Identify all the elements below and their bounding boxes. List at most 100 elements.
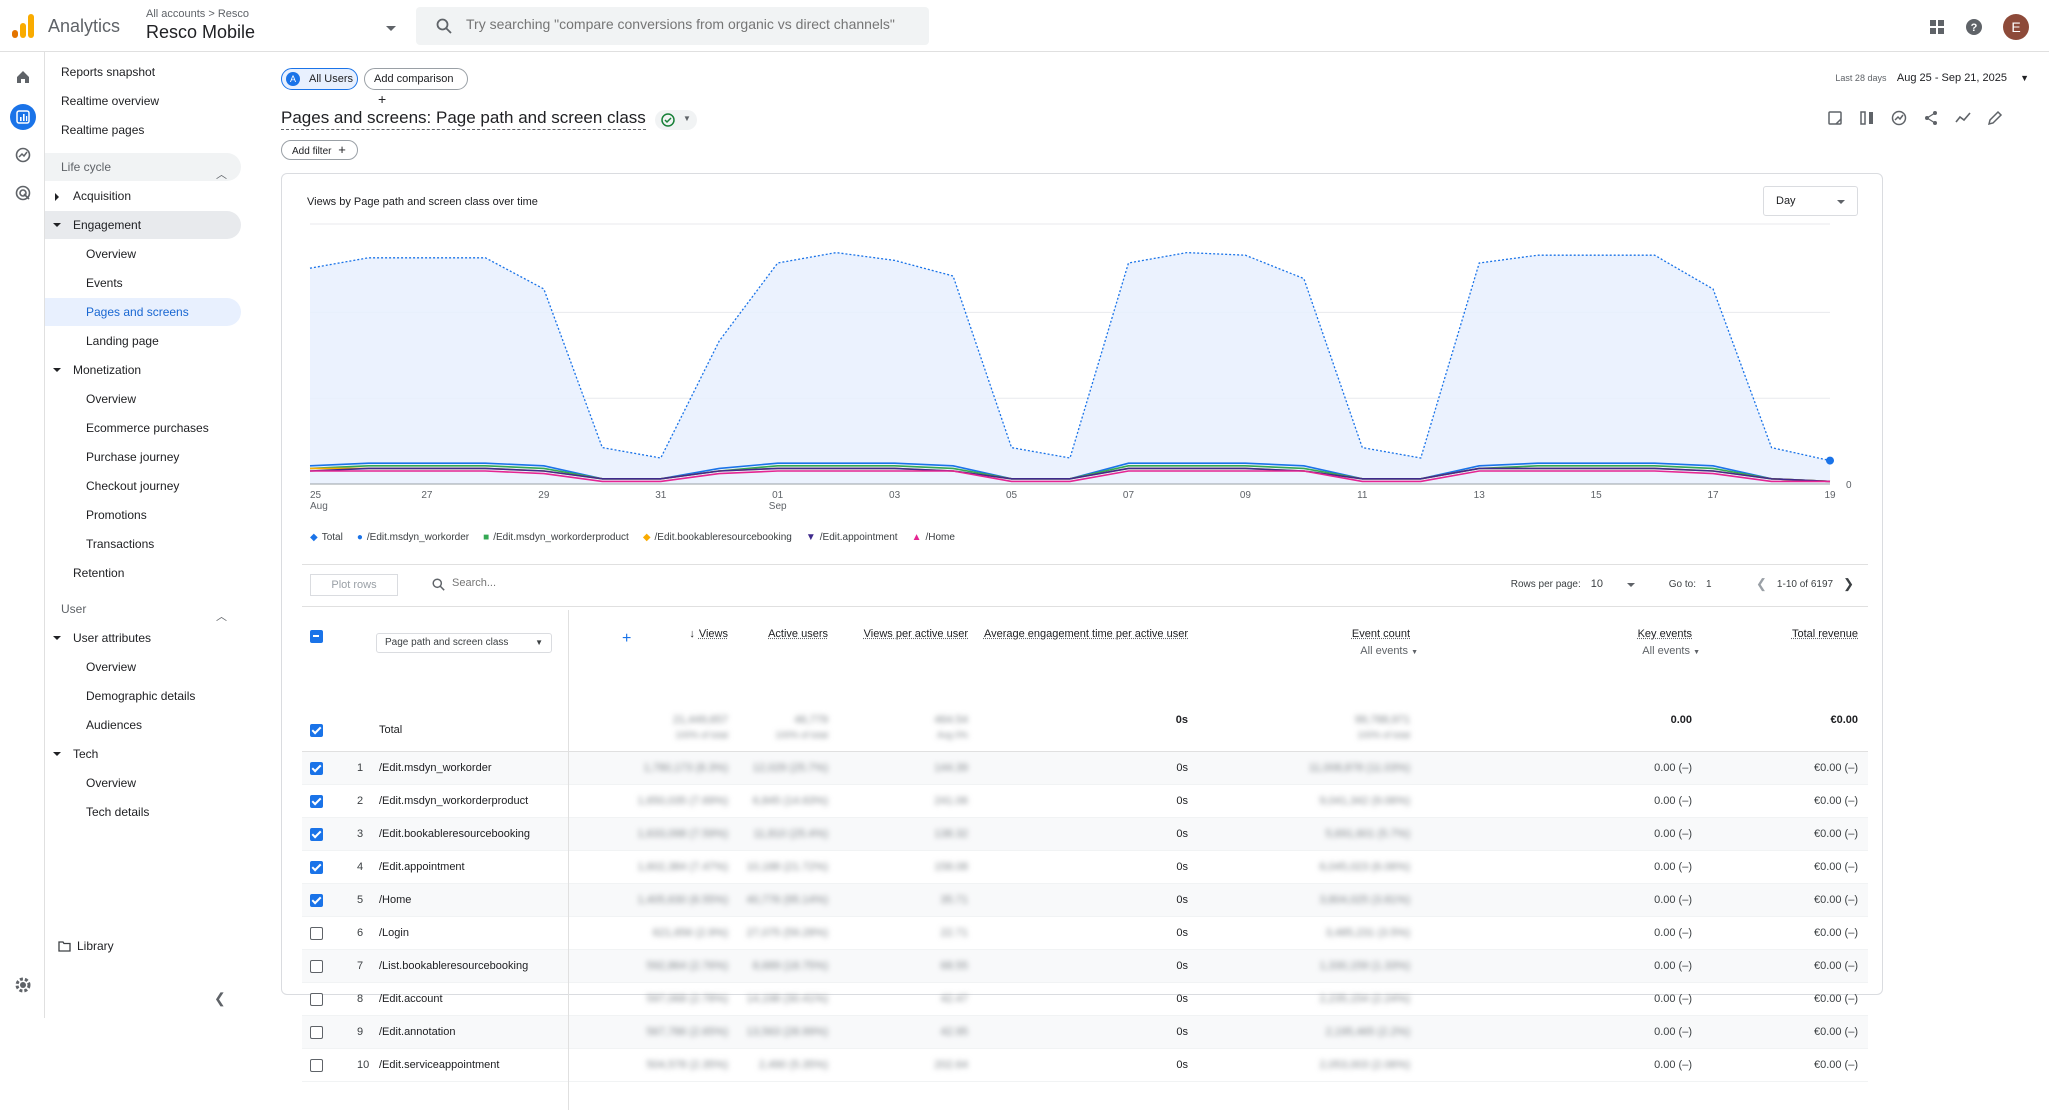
search-input[interactable]	[466, 16, 906, 32]
sidebar-item-tech[interactable]: Tech	[45, 740, 241, 768]
column-header-views-per-user[interactable]: Views per active user	[864, 628, 968, 640]
sidebar-item-transactions[interactable]: Transactions	[45, 530, 241, 558]
sidebar-item-reports-snapshot[interactable]: Reports snapshot	[45, 58, 241, 86]
page-path[interactable]: /Login	[379, 927, 409, 939]
sidebar-item-monetization[interactable]: Monetization	[45, 356, 241, 384]
account-breadcrumb[interactable]: All accounts > Resco	[146, 8, 249, 20]
page-path[interactable]: /Edit.account	[379, 993, 443, 1005]
sidebar-item-engagement[interactable]: Engagement	[45, 211, 241, 239]
row-checkbox[interactable]	[310, 993, 323, 1006]
table-row[interactable]: 3/Edit.bookableresourcebooking 1,633,098 …	[302, 818, 1868, 851]
row-checkbox[interactable]	[310, 1059, 323, 1072]
table-row[interactable]: 6/Login 621,656 (2.9%) 27,075 (59.28%) 22.7…	[302, 917, 1868, 950]
sidebar-item-landing-page[interactable]: Landing page	[45, 327, 241, 355]
add-dimension-plus-icon[interactable]: +	[622, 630, 631, 648]
legend-item[interactable]: ◆/Edit.bookableresourcebooking	[643, 532, 792, 543]
customize-report-icon[interactable]	[1827, 110, 1843, 126]
next-page-chevron-right-icon[interactable]: ❯	[1843, 576, 1854, 592]
row-checkbox[interactable]	[310, 795, 323, 808]
sidebar-item-promotions[interactable]: Promotions	[45, 501, 241, 529]
help-icon[interactable]: ?	[1965, 18, 1983, 36]
edit-pencil-icon[interactable]	[1987, 110, 2003, 126]
data-quality-status[interactable]: ▼	[655, 110, 697, 130]
table-row[interactable]: 10/Edit.serviceappointment 504,578 (2.35%…	[302, 1049, 1868, 1082]
explore-icon[interactable]	[10, 142, 36, 168]
sidebar-item-demographic-details[interactable]: Demographic details	[45, 682, 241, 710]
page-path[interactable]: /Edit.msdyn_workorderproduct	[379, 795, 528, 807]
sidebar-item-realtime-pages[interactable]: Realtime pages	[45, 116, 241, 144]
table-row[interactable]: 7/List.bookableresourcebooking 592,864 (2…	[302, 950, 1868, 983]
column-header-event-count[interactable]: Event count	[1352, 628, 1410, 640]
admin-gear-icon[interactable]	[10, 972, 36, 998]
dimension-select[interactable]: Page path and screen class ▼	[376, 633, 552, 653]
legend-item[interactable]: ■/Edit.msdyn_workorderproduct	[483, 532, 629, 543]
compare-columns-icon[interactable]	[1859, 110, 1875, 126]
sidebar-item-checkout-journey[interactable]: Checkout journey	[45, 472, 241, 500]
totals-checkbox[interactable]	[310, 724, 323, 737]
sidebar-item-user-attributes[interactable]: User attributes	[45, 624, 241, 652]
apps-grid-icon[interactable]	[1929, 19, 1945, 35]
sidebar-section-life-cycle[interactable]: Life cycle ︿	[45, 153, 241, 181]
table-row[interactable]: 2/Edit.msdyn_workorderproduct 1,650,035 (…	[302, 785, 1868, 818]
all-users-chip[interactable]: A All Users	[281, 68, 358, 90]
table-row[interactable]: 1/Edit.msdyn_workorder 1,780,173 (8.3%) 12…	[302, 752, 1868, 785]
sidebar-section-user[interactable]: User ︿	[45, 595, 241, 623]
legend-item[interactable]: ●/Edit.msdyn_workorder	[357, 532, 469, 543]
column-header-active-users[interactable]: Active users	[768, 628, 828, 640]
sidebar-item-monetization-overview[interactable]: Overview	[45, 385, 241, 413]
sidebar-item-acquisition[interactable]: Acquisition	[45, 182, 241, 210]
legend-item[interactable]: ▲/Home	[912, 532, 955, 543]
sidebar-item-retention[interactable]: Retention	[45, 559, 241, 587]
key-events-filter[interactable]: All events ▼	[1642, 645, 1700, 657]
table-row[interactable]: 4/Edit.appointment 1,602,384 (7.47%) 10,18…	[302, 851, 1868, 884]
column-header-total-revenue[interactable]: Total revenue	[1792, 628, 1858, 640]
page-path[interactable]: /Edit.serviceappointment	[379, 1059, 499, 1071]
share-icon[interactable]	[1923, 110, 1939, 126]
row-checkbox[interactable]	[310, 894, 323, 907]
page-path[interactable]: /List.bookableresourcebooking	[379, 960, 528, 972]
property-name[interactable]: Resco Mobile	[146, 22, 255, 43]
sidebar-item-library[interactable]: Library	[45, 932, 241, 960]
page-path[interactable]: /Edit.appointment	[379, 861, 465, 873]
sidebar-item-user-attributes-overview[interactable]: Overview	[45, 653, 241, 681]
advertising-icon[interactable]	[10, 180, 36, 206]
home-icon[interactable]	[10, 64, 36, 90]
row-checkbox[interactable]	[310, 828, 323, 841]
add-comparison-button[interactable]: Add comparison +	[364, 68, 468, 90]
plot-rows-button[interactable]: Plot rows	[310, 574, 398, 596]
column-header-views[interactable]: ↓ Views	[689, 628, 728, 640]
search-bar[interactable]	[416, 7, 929, 45]
legend-item[interactable]: ◆ Total	[310, 532, 343, 543]
column-header-key-events[interactable]: Key events	[1638, 628, 1692, 640]
row-checkbox[interactable]	[310, 927, 323, 940]
collapse-nav-chevron-left-icon[interactable]: ❮	[214, 990, 226, 1007]
add-filter-button[interactable]: Add filter +	[281, 140, 358, 160]
page-path[interactable]: /Home	[379, 894, 411, 906]
trend-sparkline-icon[interactable]	[1955, 110, 1971, 126]
page-title[interactable]: Pages and screens: Page path and screen …	[281, 108, 646, 130]
sidebar-item-events[interactable]: Events	[45, 269, 241, 297]
page-path[interactable]: /Edit.annotation	[379, 1026, 455, 1038]
sidebar-item-ecommerce-purchases[interactable]: Ecommerce purchases	[45, 414, 241, 442]
insights-icon[interactable]	[1891, 110, 1907, 126]
avatar[interactable]: E	[2003, 14, 2029, 40]
sidebar-item-purchase-journey[interactable]: Purchase journey	[45, 443, 241, 471]
row-checkbox[interactable]	[310, 960, 323, 973]
sidebar-item-engagement-overview[interactable]: Overview	[45, 240, 241, 268]
sidebar-item-realtime-overview[interactable]: Realtime overview	[45, 87, 241, 115]
go-to-input[interactable]: 1	[1706, 579, 1746, 590]
table-search-input[interactable]	[452, 577, 652, 589]
property-chevron-down-icon[interactable]	[386, 26, 396, 31]
sidebar-item-pages-and-screens[interactable]: Pages and screens	[45, 298, 241, 326]
sidebar-item-audiences[interactable]: Audiences	[45, 711, 241, 739]
row-checkbox[interactable]	[310, 762, 323, 775]
rows-per-page-select[interactable]: 10	[1591, 578, 1639, 590]
reports-icon[interactable]	[10, 104, 36, 130]
sidebar-item-tech-overview[interactable]: Overview	[45, 769, 241, 797]
page-path[interactable]: /Edit.msdyn_workorder	[379, 762, 492, 774]
row-checkbox[interactable]	[310, 1026, 323, 1039]
legend-item[interactable]: ▼/Edit.appointment	[806, 532, 898, 543]
row-checkbox[interactable]	[310, 861, 323, 874]
table-row[interactable]: 5/Home 1,405,630 (6.55%) 40,776 (95.14%) 35…	[302, 884, 1868, 917]
table-row[interactable]: 9/Edit.annotation 567,786 (2.65%) 13,563 (…	[302, 1016, 1868, 1049]
